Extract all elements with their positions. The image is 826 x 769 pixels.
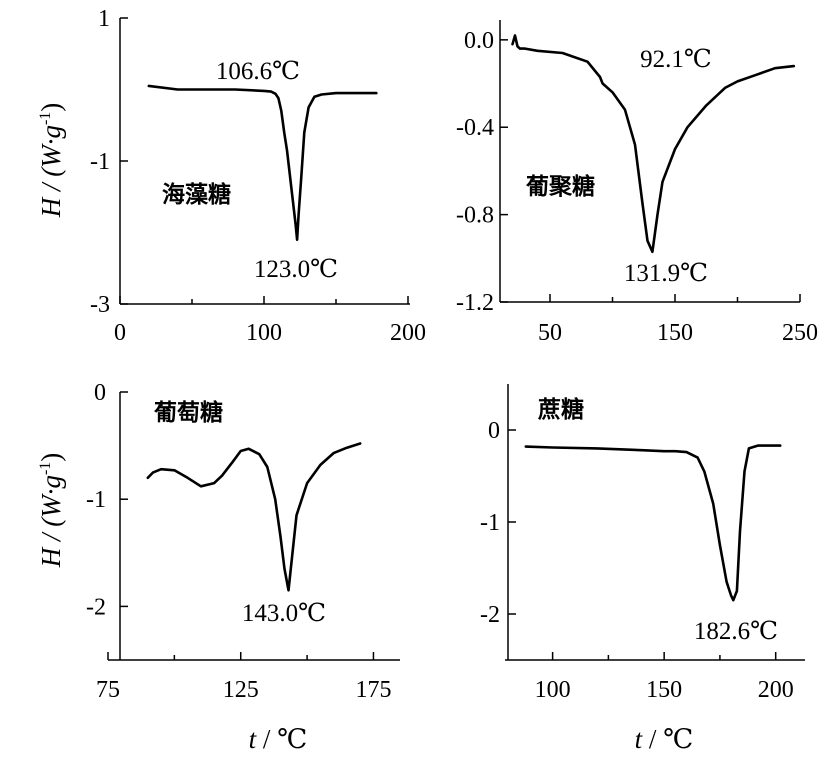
x-tick-label: 250 — [782, 320, 818, 346]
xlabel-left: t / ℃ — [249, 724, 308, 754]
ylabel-top: H / (W·g-1) — [36, 103, 66, 219]
panel-dextran: 0.0 -0.4 -0.8 -1.2 50 150 250 葡聚糖 92.1℃ 131.9℃ — [456, 20, 818, 346]
y-tick-label: -1 — [86, 487, 106, 513]
y-tick-label: -0.4 — [456, 115, 494, 141]
y-tick-label: -3 — [90, 292, 110, 318]
x-tick-label: 150 — [646, 677, 682, 703]
x-tick-label: 200 — [390, 320, 426, 346]
dsc-curve-sucrose — [524, 444, 782, 602]
y-tick-label: 0 — [488, 418, 500, 444]
y-tick-label: -2 — [480, 602, 500, 628]
panel-trehalose: 1 -1 -30 100 200 海藻糖 106.6℃ 123.0℃ — [90, 6, 426, 346]
y-tick-label: -2 — [86, 594, 106, 620]
x-tick-label: 100 — [535, 677, 571, 703]
x-tick-label: 50 — [538, 320, 562, 346]
dsc-curve-dextran — [511, 34, 796, 254]
x-tick-label: 100 — [246, 320, 282, 346]
x-tick-label: 125 — [223, 677, 259, 703]
peak-annotation: 143.0℃ — [242, 600, 326, 627]
peak-annotation: 182.6℃ — [694, 618, 778, 645]
y-tick-label: -1.2 — [456, 290, 494, 316]
peak-annotation: 131.9℃ — [624, 260, 708, 287]
x-tick-label: 0 — [114, 320, 126, 346]
peak-annotation: 92.1℃ — [640, 46, 712, 73]
x-tick-label: 75 — [96, 677, 120, 703]
y-tick-label: -0.8 — [456, 203, 494, 229]
y-tick-label: -1 — [90, 149, 110, 175]
sample-label: 蔗糖 — [537, 396, 584, 423]
ylabel-bottom: H / (W·g-1) — [36, 453, 66, 569]
dsc-curve-trehalose — [147, 84, 378, 241]
x-tick-label: 200 — [758, 677, 794, 703]
panel-glucose: 0 -1 -2 75 125 175 葡萄糖 143.0℃ — [86, 380, 400, 703]
peak-annotation: 106.6℃ — [216, 58, 300, 85]
peak-annotation: 123.0℃ — [254, 256, 338, 283]
sample-label: 海藻糖 — [162, 181, 231, 208]
y-tick-label: 1 — [98, 6, 110, 32]
sample-label: 葡聚糖 — [525, 173, 595, 200]
sample-label: 葡萄糖 — [153, 399, 223, 426]
dsc-curve-glucose — [146, 442, 362, 592]
panel-sucrose: 0 -1 -2 100 150 200 蔗糖 182.6℃ — [480, 384, 805, 703]
x-tick-label: 150 — [657, 320, 693, 346]
y-tick-label: -1 — [480, 510, 500, 536]
x-tick-label: 175 — [355, 677, 391, 703]
y-tick-label: 0.0 — [464, 28, 494, 54]
y-tick-label: 0 — [94, 380, 106, 406]
xlabel-right: t / ℃ — [635, 724, 694, 754]
